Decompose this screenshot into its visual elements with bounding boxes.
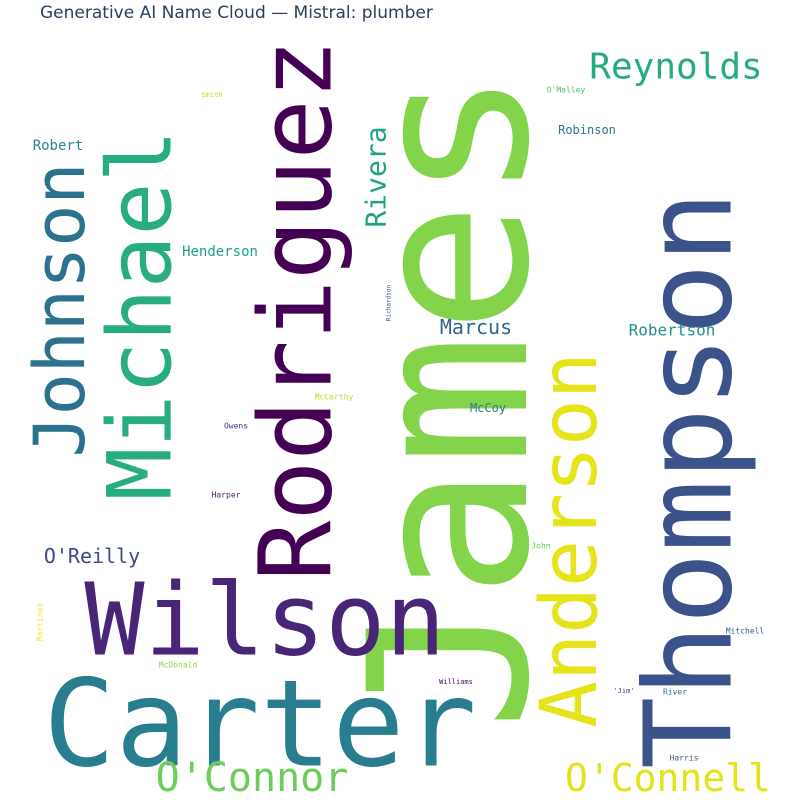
word-henderson: Henderson [182, 244, 258, 260]
word-mccoy: McCoy [470, 401, 506, 415]
word-reynolds: Reynolds [589, 47, 762, 88]
word-williams: Williams [439, 678, 473, 686]
word-harris: Harris [670, 754, 699, 763]
word-john: John [531, 542, 550, 551]
word-wilson: Wilson [84, 562, 445, 679]
word-james: James [322, 69, 578, 731]
word-johnson: Johnson [19, 162, 101, 457]
word-mitchell: Mitchell [726, 627, 765, 636]
word-michael: Michael [89, 130, 192, 501]
chart-title: Generative AI Name Cloud — Mistral: plum… [40, 3, 433, 23]
word-o-reilly: O'Reilly [44, 544, 140, 568]
word-smith: Smith [201, 91, 222, 99]
word-anderson: Anderson [525, 352, 615, 728]
word-rivera: Rivera [360, 126, 393, 227]
word-rodriguez: Rodriguez [238, 39, 355, 581]
word-robertson: Robertson [629, 321, 716, 340]
word-o-connell: O'Connell [565, 756, 771, 800]
word-harper: Harper [212, 491, 241, 500]
word-river: River [663, 688, 687, 697]
word-martinez: Martinez [36, 603, 45, 642]
word-richardson: Richardson [386, 285, 393, 322]
word-mcdonald: McDonald [159, 661, 198, 670]
word-thompson: Thompson [621, 191, 760, 769]
word-o-connor: O'Connor [156, 755, 349, 800]
word-mccarthy: McCarthy [315, 393, 354, 402]
word-jim: 'Jim' [613, 687, 634, 695]
word-robinson: Robinson [558, 123, 616, 137]
word-owens: Owens [224, 422, 248, 431]
word-marcus: Marcus [440, 315, 512, 339]
word-carter: Carter [43, 656, 476, 795]
word-robert: Robert [33, 138, 84, 154]
word-o-malley: O'Malley [547, 86, 586, 95]
